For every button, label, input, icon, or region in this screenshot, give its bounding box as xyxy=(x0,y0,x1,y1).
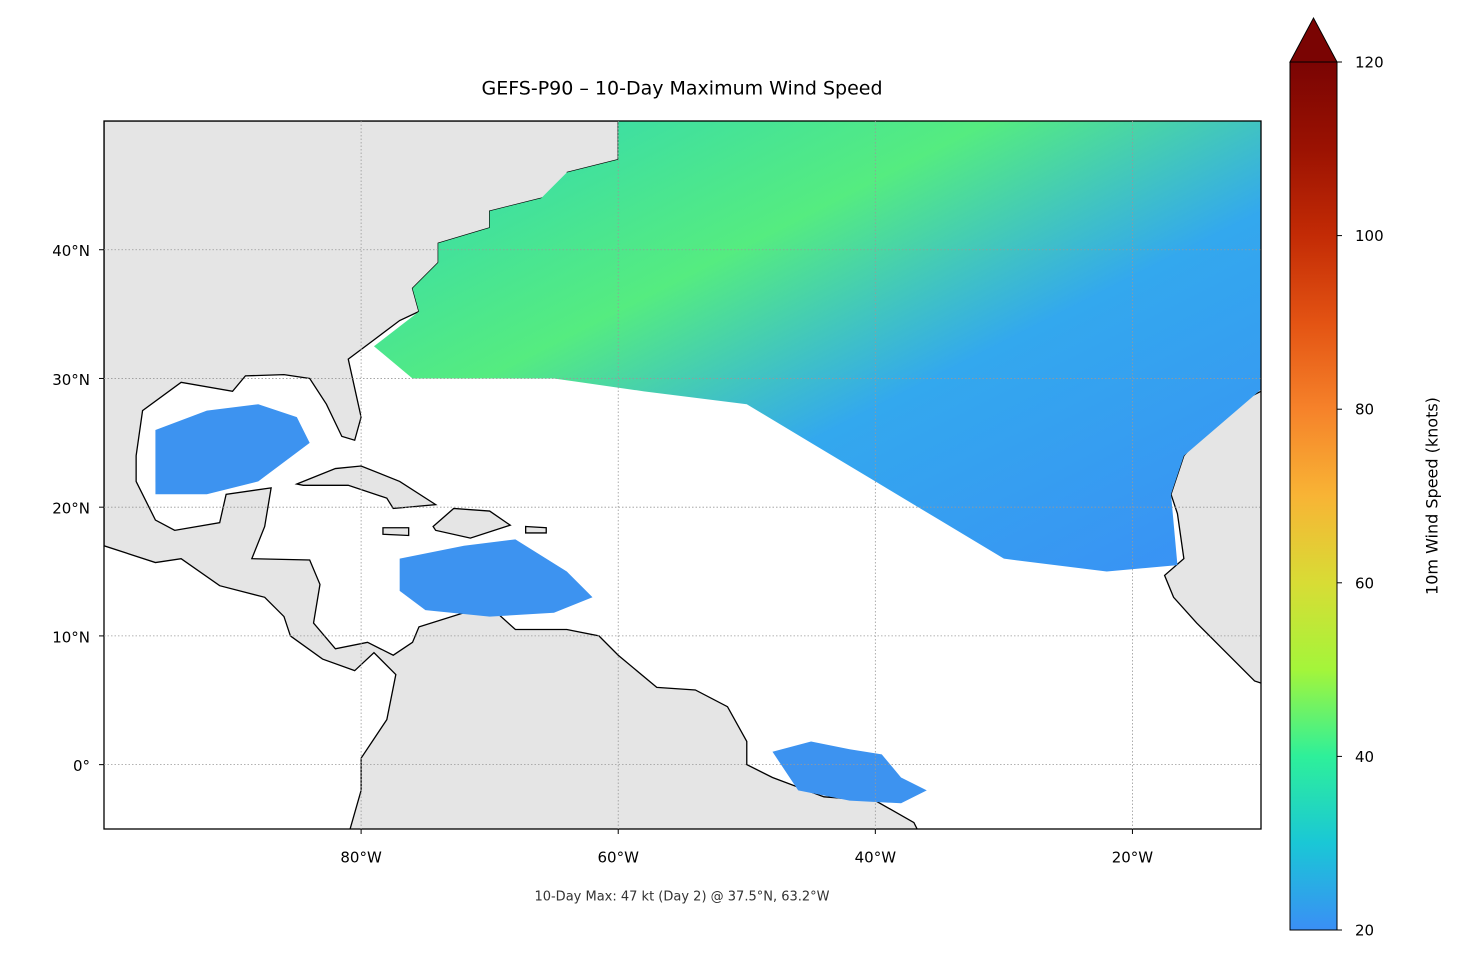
y-tick-label: 20°N xyxy=(52,500,90,518)
map-area xyxy=(104,121,1261,829)
y-tick-label: 40°N xyxy=(52,242,90,260)
wind-field xyxy=(399,539,593,617)
x-tick-label: 80°W xyxy=(340,849,382,867)
x-tick-label: 40°W xyxy=(855,849,897,867)
colorbar xyxy=(1289,61,1338,931)
map-frame xyxy=(103,120,1262,830)
colorbar-tick-label: 60 xyxy=(1355,574,1374,592)
y-tick-label: 0° xyxy=(73,757,90,775)
colorbar-tick-label: 40 xyxy=(1355,748,1374,766)
island xyxy=(294,465,438,510)
wind-field xyxy=(155,404,310,495)
x-tick-label: 60°W xyxy=(598,849,640,867)
wind-field xyxy=(772,741,927,804)
island xyxy=(382,527,410,537)
y-tick-label: 30°N xyxy=(52,371,90,389)
land xyxy=(104,121,918,829)
island xyxy=(525,525,547,534)
colorbar-tick-label: 20 xyxy=(1355,922,1374,940)
colorbar-tick-label: 80 xyxy=(1355,401,1374,419)
land xyxy=(1163,390,1261,684)
annotation: 10-Day Max: 47 kt (Day 2) @ 37.5°N, 63.2… xyxy=(534,890,829,905)
colorbar-label: 10m Wind Speed (knots) xyxy=(1423,397,1442,595)
chart-title: GEFS-P90 – 10-Day Maximum Wind Speed xyxy=(481,78,882,100)
y-tick-label: 10°N xyxy=(52,628,90,646)
colorbar-extend xyxy=(1289,16,1338,63)
island xyxy=(432,507,512,539)
wind-field xyxy=(373,121,1261,572)
colorbar-tick-label: 100 xyxy=(1355,227,1384,245)
x-tick-label: 20°W xyxy=(1112,849,1154,867)
colorbar-tick-label: 120 xyxy=(1355,54,1384,72)
